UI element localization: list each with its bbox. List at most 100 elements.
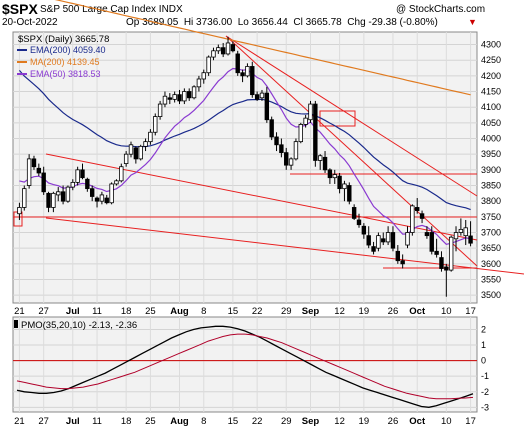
candle-body xyxy=(211,50,216,58)
candle-body xyxy=(366,235,371,246)
x-label-top: Sep xyxy=(302,306,320,317)
ohlc-readout: Op 3689.05 Hi 3736.00 Lo 3656.44 Cl 3665… xyxy=(126,17,438,28)
candle-body xyxy=(395,250,401,262)
candle-body xyxy=(41,172,46,193)
x-label-top: 22 xyxy=(252,306,263,317)
pmo-line xyxy=(16,325,474,408)
price-tick-label: 3700 xyxy=(481,228,501,238)
x-label-top: 10 xyxy=(441,306,452,317)
candle-body xyxy=(434,250,439,255)
candle-body xyxy=(288,158,294,166)
legend-ma200: MA(200) 4139.45 xyxy=(30,57,100,67)
price-tick-label: 3900 xyxy=(481,165,501,175)
legend-ema50: EMA(50) 3818.53 xyxy=(30,69,101,79)
candle-body xyxy=(157,103,163,117)
x-label-bottom: Aug xyxy=(170,416,189,427)
pmo-label: PMO(35,20,10) -2.13, -2.36 xyxy=(21,320,137,331)
candle-body xyxy=(138,145,143,160)
chart-name: S&P 500 Large Cap Index INDX xyxy=(40,4,183,15)
candle-body xyxy=(463,227,468,237)
candle-body xyxy=(259,92,265,99)
candle-body xyxy=(327,169,333,179)
price-tick-label: 3750 xyxy=(481,212,501,222)
candle-body xyxy=(177,94,182,102)
candle-body xyxy=(114,180,119,185)
price-panel: 4300 4250 4200 4150 4100 4050 4000 3950 3900 3850… xyxy=(12,0,524,304)
candle-body xyxy=(51,192,56,208)
price-tick-label: 4200 xyxy=(481,71,501,81)
price-tick-label: 3550 xyxy=(481,275,501,285)
x-label-top: 15 xyxy=(228,306,239,317)
x-label-top: Oct xyxy=(409,306,426,317)
price-tick-label: 3500 xyxy=(481,290,501,300)
candle-body xyxy=(337,175,342,190)
candle-body xyxy=(123,153,129,164)
candle-body xyxy=(424,232,430,237)
candle-body xyxy=(17,207,22,215)
x-label-bottom: 25 xyxy=(145,416,156,427)
x-label-top: Jul xyxy=(66,306,80,317)
candle-body xyxy=(371,246,376,252)
candle-body xyxy=(162,95,168,105)
candle-body xyxy=(429,232,434,252)
x-label-top: 27 xyxy=(38,306,49,317)
ema200-line xyxy=(18,70,471,211)
candle-body xyxy=(410,205,415,233)
x-label-bottom: Jul xyxy=(66,416,80,427)
x-label-bottom: 22 xyxy=(252,416,263,427)
price-tick-label: 4100 xyxy=(481,102,501,112)
candle-body xyxy=(342,183,347,190)
candle-body xyxy=(133,147,139,160)
candle-body xyxy=(332,174,337,179)
candle-body xyxy=(85,178,90,190)
candle-body xyxy=(448,236,454,271)
legend-title: $SPX (Daily) 3665.78 xyxy=(18,34,109,45)
candle-body xyxy=(376,235,381,249)
chart-symbol: $SPX xyxy=(2,1,38,17)
candle-body xyxy=(313,103,318,161)
candle-body xyxy=(26,158,32,186)
candle-body xyxy=(274,136,279,146)
price-tick-label: 4000 xyxy=(481,134,501,144)
x-label-top: 12 xyxy=(334,306,345,317)
candle-body xyxy=(250,66,255,96)
candle-body xyxy=(308,103,313,121)
candle-body xyxy=(75,169,80,183)
candle-body xyxy=(298,124,303,143)
candle-body xyxy=(143,141,148,147)
x-label-top: 17 xyxy=(465,306,476,317)
x-label-bottom: 8 xyxy=(201,416,206,427)
candle-body xyxy=(245,66,250,77)
pmo-tick-label: 0 xyxy=(481,356,486,366)
candle-body xyxy=(444,266,449,271)
price-tick-label: 4250 xyxy=(481,55,501,65)
candle-body xyxy=(453,232,459,240)
x-label-top: 19 xyxy=(359,306,370,317)
x-label-bottom: 26 xyxy=(388,416,399,427)
candle-body xyxy=(468,235,473,244)
candle-body xyxy=(191,86,197,99)
candle-body xyxy=(235,53,240,74)
x-label-bottom: 11 xyxy=(92,416,102,427)
candle-body xyxy=(230,44,236,52)
candle-body xyxy=(104,197,109,204)
candle-body xyxy=(225,42,231,55)
candle-body xyxy=(60,191,66,202)
candle-body xyxy=(240,72,245,77)
price-tick-label: 4150 xyxy=(481,87,501,97)
pmo-signal-line xyxy=(16,333,474,400)
chart-date: 20-Oct-2022 xyxy=(2,17,58,28)
x-label-bottom: 12 xyxy=(334,416,345,427)
candle-body xyxy=(279,144,284,154)
candle-body xyxy=(381,238,386,243)
candle-body xyxy=(269,119,274,138)
x-label-bottom: Oct xyxy=(409,416,426,427)
candle-body xyxy=(400,260,405,265)
x-label-top: 21 xyxy=(14,306,25,317)
price-tick-label: 3650 xyxy=(481,243,501,253)
x-label-bottom: 27 xyxy=(38,416,49,427)
x-label-bottom: 18 xyxy=(121,416,132,427)
candle-body xyxy=(99,194,105,202)
candle-body xyxy=(458,228,464,233)
